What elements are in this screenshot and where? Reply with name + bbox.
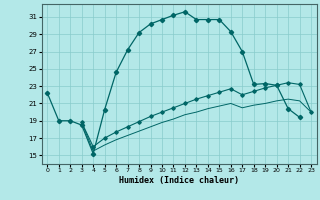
X-axis label: Humidex (Indice chaleur): Humidex (Indice chaleur) xyxy=(119,176,239,185)
